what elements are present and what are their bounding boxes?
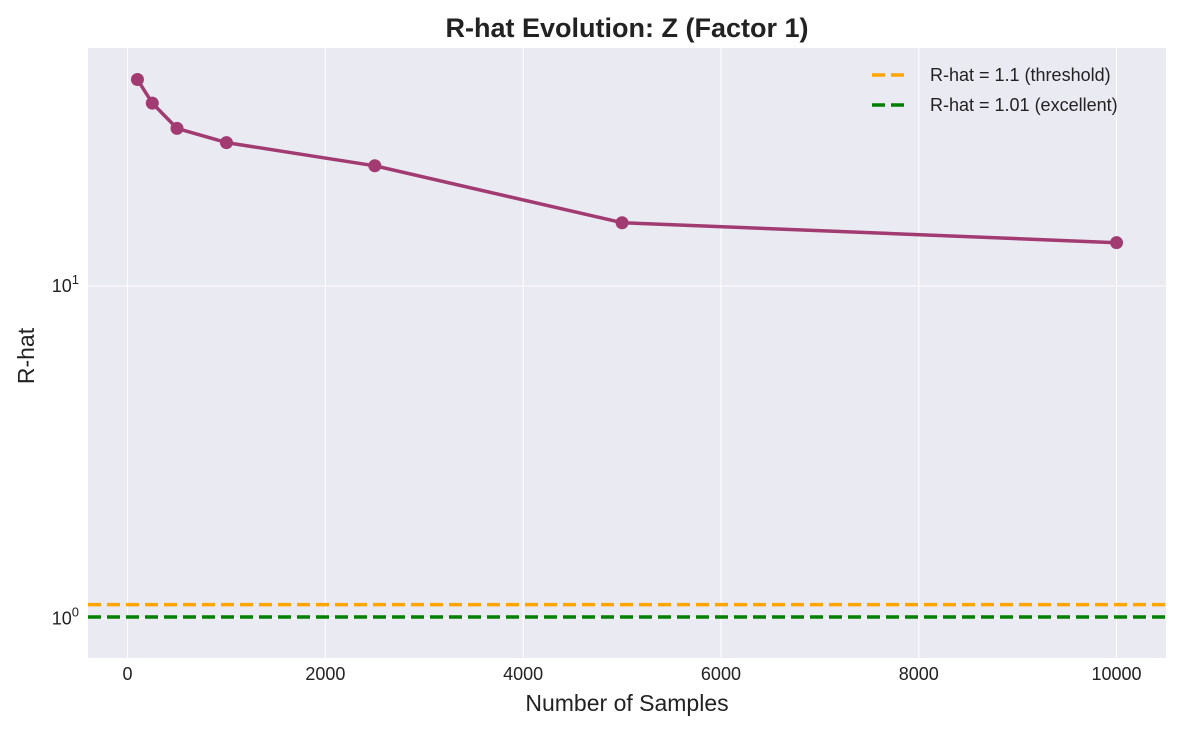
legend: R-hat = 1.1 (threshold) R-hat = 1.01 (exc… xyxy=(872,65,1118,115)
data-point xyxy=(145,96,159,110)
legend-label: R-hat = 1.01 (excellent) xyxy=(930,95,1118,115)
data-point xyxy=(219,136,233,150)
x-tick-label: 0 xyxy=(123,664,133,684)
y-axis-label: R-hat xyxy=(13,327,39,384)
x-axis-label: Number of Samples xyxy=(525,690,728,716)
reference-lines xyxy=(88,602,1166,619)
x-tick-label: 6000 xyxy=(701,664,741,684)
legend-label: R-hat = 1.1 (threshold) xyxy=(930,65,1111,85)
data-point xyxy=(615,216,629,230)
x-tick-label: 8000 xyxy=(899,664,939,684)
data-point xyxy=(130,73,144,87)
data-point xyxy=(368,159,382,173)
data-point xyxy=(1110,236,1124,250)
y-tick-label: 101 xyxy=(52,272,79,296)
plot-area xyxy=(88,48,1166,658)
x-axis-ticks: 0 2000 4000 6000 8000 10000 xyxy=(123,664,1142,684)
y-axis-ticks: 100 101 xyxy=(52,272,79,628)
chart-title: R-hat Evolution: Z (Factor 1) xyxy=(446,13,809,43)
y-tick-label: 100 xyxy=(52,604,79,628)
x-tick-label: 10000 xyxy=(1092,664,1142,684)
series-group xyxy=(130,73,1124,250)
x-tick-label: 2000 xyxy=(305,664,345,684)
data-point xyxy=(170,121,184,135)
x-tick-label: 4000 xyxy=(503,664,543,684)
